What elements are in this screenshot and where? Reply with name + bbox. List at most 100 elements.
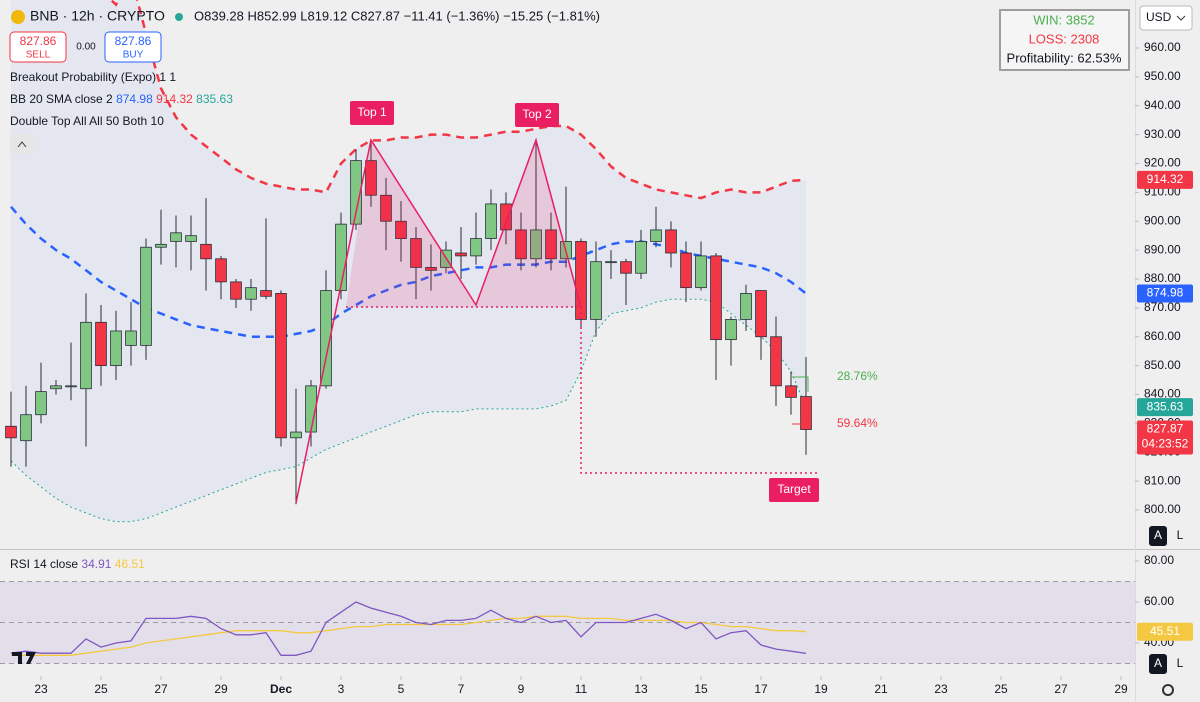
y-tick-label: 900.00 <box>1144 213 1181 227</box>
x-tick-label: 9 <box>518 682 525 696</box>
line <box>11 615 807 656</box>
candle-body <box>110 330 122 367</box>
candle-body <box>380 194 392 222</box>
y-tick-label: 930.00 <box>1144 127 1181 141</box>
price-tag-label: 914.32 <box>1147 172 1184 186</box>
sell-label: SELL <box>26 50 51 61</box>
candle-body <box>230 281 242 300</box>
x-tick-label: 27 <box>154 682 168 696</box>
candle-body <box>725 319 737 341</box>
legend-value: 835.63 <box>196 92 233 106</box>
candle-body <box>635 241 647 274</box>
win: WIN: 3852 <box>1033 12 1094 27</box>
y-tick-label: 60.00 <box>1144 594 1174 608</box>
candle-body <box>680 252 692 289</box>
y-tick-label: 920.00 <box>1144 156 1181 170</box>
line <box>10 601 807 656</box>
x-tick-label: 19 <box>814 682 828 696</box>
candle-body <box>200 243 212 260</box>
candle-body <box>695 255 707 289</box>
price-tag <box>1137 284 1193 303</box>
y-tick-label: 840.00 <box>1144 387 1181 401</box>
settings-icon[interactable] <box>1162 684 1174 696</box>
candle-body <box>470 238 482 257</box>
x-tick-label: 23 <box>934 682 948 696</box>
neckline <box>346 306 820 474</box>
currency: USD <box>1146 10 1172 24</box>
candle-body <box>575 241 587 320</box>
logo <box>12 652 36 664</box>
y-tick-label: 880.00 <box>1144 271 1181 285</box>
candle-body <box>140 246 152 346</box>
candle-body <box>545 229 557 260</box>
indicator-legend[interactable]: Double Top All All 50 Both 10 <box>10 114 164 128</box>
x-tick-label: 25 <box>94 682 108 696</box>
y-tick-label: 870.00 <box>1144 300 1181 314</box>
symbol[interactable]: BNB · 12h · CRYPTO <box>30 8 165 24</box>
price-tag-label: 827.87 <box>1147 422 1184 436</box>
candle-body <box>665 229 677 254</box>
stats-box <box>999 9 1130 71</box>
log-button[interactable]: L <box>1177 656 1184 670</box>
legend-value: 914.32 <box>156 92 193 106</box>
price-tag <box>1137 170 1193 189</box>
candle-body <box>620 261 632 274</box>
candle-body <box>365 160 377 196</box>
prob-up-line <box>792 376 809 392</box>
candle-body <box>500 203 512 231</box>
sell-button[interactable] <box>9 31 67 63</box>
candle-body <box>410 238 422 268</box>
overlay-line <box>109 0 807 200</box>
target-badge <box>769 478 819 502</box>
y-tick-label: 960.00 <box>1144 40 1181 54</box>
auto-button[interactable] <box>1149 654 1167 674</box>
candle-body <box>170 232 182 242</box>
y-tick-label: 950.00 <box>1144 69 1181 83</box>
candle-body <box>455 252 467 257</box>
rsi-plot <box>0 580 1135 664</box>
y-tick-label: 80.00 <box>1144 553 1174 567</box>
price-tag <box>1137 420 1193 455</box>
x-tick-label: 29 <box>1114 682 1128 696</box>
log-button[interactable]: L <box>1177 528 1184 542</box>
candle-body <box>515 229 527 260</box>
candle-body <box>320 290 332 387</box>
currency-select[interactable] <box>1139 5 1193 31</box>
symbol-icon <box>11 10 25 24</box>
indicator-legend[interactable]: Breakout Probability (Expo) 1 1 <box>10 70 176 84</box>
buy-price: 827.86 <box>115 34 152 48</box>
x-tick-label: 13 <box>634 682 648 696</box>
buy-button[interactable] <box>104 31 162 63</box>
candle-body <box>530 229 542 260</box>
target-label: Target <box>777 482 811 496</box>
rsi-legend[interactable]: RSI 14 close 34.91 46.51 <box>10 557 145 571</box>
auto-label: A <box>1154 528 1162 542</box>
candle-body <box>185 235 197 242</box>
x-tick-label: 21 <box>874 682 888 696</box>
x-tick-label: 27 <box>1054 682 1068 696</box>
y-tick-label: 850.00 <box>1144 358 1181 372</box>
x-tick-label: 11 <box>575 682 588 696</box>
pattern-line <box>295 137 582 504</box>
indicator-legend[interactable]: BB 20 SMA close 2 874.98 914.32 835.63 <box>10 92 233 106</box>
auto-label: A <box>1154 656 1162 670</box>
y-tick-label: 890.00 <box>1144 242 1181 256</box>
pattern-fill <box>346 140 581 307</box>
y-tick-label: 940.00 <box>1144 98 1181 112</box>
y-tick-label: 860.00 <box>1144 329 1181 343</box>
price-tag-label: 45.51 <box>1150 624 1180 638</box>
candle-body <box>425 267 437 271</box>
y-tick-label: 810.00 <box>1144 473 1181 487</box>
collapse-button[interactable] <box>10 134 34 154</box>
market-status <box>175 13 183 21</box>
candle-body <box>755 290 767 338</box>
indicator-name: BB 20 SMA close 2 <box>10 92 113 106</box>
auto-button[interactable] <box>1149 526 1167 546</box>
legend-value: 46.51 <box>115 557 145 571</box>
overlay: Top 1 Top 2 Target 28.76% 59.64% BNB · 1… <box>9 5 1193 696</box>
rsi-title: RSI 14 close <box>10 557 78 571</box>
x-tick-label: 17 <box>754 682 768 696</box>
candle-body <box>155 243 167 248</box>
candle-body <box>65 385 77 388</box>
